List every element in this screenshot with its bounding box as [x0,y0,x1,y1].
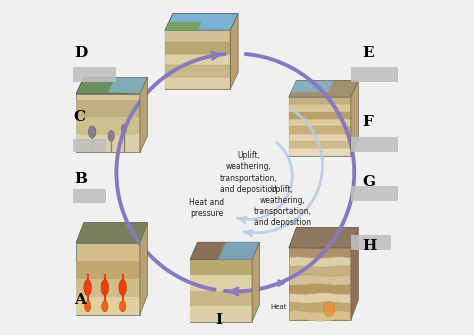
Bar [351,67,398,82]
Polygon shape [291,81,334,92]
Bar [289,97,351,105]
Text: H: H [363,239,377,253]
Bar [289,119,351,127]
Bar [165,42,230,54]
Polygon shape [289,228,358,248]
Bar [351,234,391,250]
Text: Uplift,
weathering,
transportation,
and deposition: Uplift, weathering, transportation, and … [220,151,278,194]
Polygon shape [76,77,147,94]
Bar [165,30,230,89]
Bar [165,30,230,42]
Bar [165,77,230,89]
Polygon shape [165,22,201,30]
Text: C: C [74,110,86,124]
Bar [289,134,351,141]
Polygon shape [252,242,259,322]
Polygon shape [140,223,147,315]
Bar [165,65,230,77]
Polygon shape [289,81,358,97]
Bar [289,127,351,134]
Bar [289,97,351,156]
Text: A: A [74,292,86,307]
Ellipse shape [121,124,127,134]
Ellipse shape [119,301,126,312]
Bar [190,291,252,306]
Polygon shape [351,228,358,320]
Text: Heat and
pressure: Heat and pressure [189,198,224,218]
Polygon shape [218,242,259,260]
Polygon shape [76,223,147,243]
Text: E: E [363,46,374,60]
Bar [73,139,106,152]
Bar [165,54,230,65]
Polygon shape [351,81,358,156]
Ellipse shape [88,126,96,138]
Text: Uplift,
weathering,
transportation,
and deposition: Uplift, weathering, transportation, and … [253,185,311,227]
Bar [76,94,140,152]
Text: I: I [215,313,222,327]
Text: B: B [74,172,87,186]
Bar [76,297,140,315]
Text: D: D [74,46,87,60]
Text: Heat: Heat [271,304,287,310]
Bar [289,105,351,112]
Ellipse shape [84,280,91,295]
Bar [76,279,140,297]
Text: G: G [363,175,375,189]
Bar [76,117,140,135]
Polygon shape [165,14,238,30]
Bar [73,189,106,203]
Polygon shape [289,81,358,97]
Bar [190,306,252,322]
Polygon shape [76,77,147,94]
Ellipse shape [324,302,335,316]
Polygon shape [140,77,147,152]
Ellipse shape [84,301,91,312]
Bar [190,260,252,322]
Ellipse shape [101,301,108,312]
Bar [289,141,351,148]
Bar [289,248,351,320]
Bar [76,135,140,152]
Bar [76,243,140,315]
Bar [76,100,140,117]
Polygon shape [289,228,358,248]
Ellipse shape [119,280,127,295]
Bar [73,67,117,82]
Bar [289,112,351,119]
Bar [190,260,252,275]
Polygon shape [165,14,238,30]
Text: F: F [363,115,374,129]
Bar [289,148,351,156]
Bar [351,186,398,201]
Polygon shape [190,242,259,260]
Bar [76,261,140,279]
Ellipse shape [101,280,109,295]
Polygon shape [76,223,147,243]
Bar [190,275,252,291]
Polygon shape [190,242,259,260]
Polygon shape [108,77,147,94]
Bar [351,137,398,152]
Ellipse shape [108,131,114,141]
Polygon shape [230,14,238,89]
